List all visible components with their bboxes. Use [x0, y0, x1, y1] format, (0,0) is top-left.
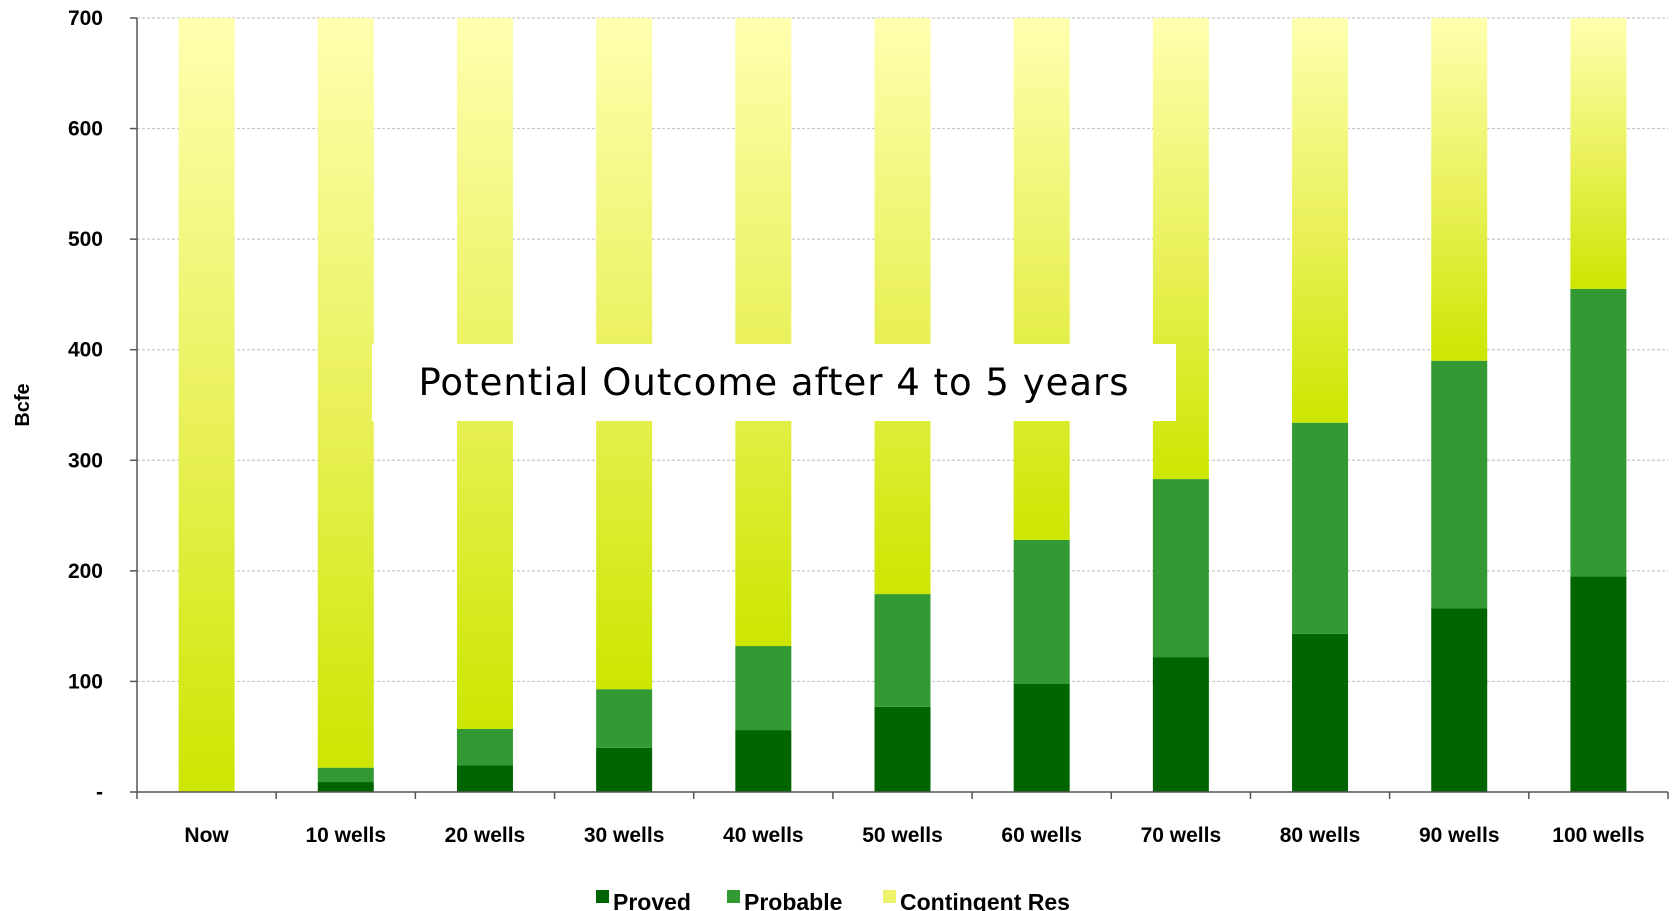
bar-segment-proved — [1292, 633, 1349, 792]
bar-segment-probable — [1431, 360, 1488, 609]
bar-segment-probable — [1152, 479, 1209, 658]
y-tick-label: 200 — [68, 560, 103, 583]
legend-item-probable: Probable — [727, 889, 842, 911]
bar-segment-contingent-res — [1013, 18, 1070, 540]
bar-segment-contingent-res — [1292, 18, 1349, 423]
y-tick-label: 700 — [68, 7, 103, 30]
bar-segment-contingent-res — [1570, 18, 1627, 289]
axes — [130, 17, 1669, 799]
y-tick-label: - — [96, 781, 103, 804]
x-tick-label: 20 wells — [445, 824, 526, 847]
x-tick-label: 70 wells — [1141, 824, 1222, 847]
legend-item-proved: Proved — [596, 889, 691, 911]
legend-swatch — [596, 890, 609, 903]
bar-segment-proved — [1431, 608, 1488, 792]
legend-label: Proved — [613, 889, 691, 911]
bar-segment-probable — [735, 646, 792, 731]
y-tick-label: 300 — [68, 449, 103, 472]
legend-swatch — [883, 890, 896, 903]
bar-segment-proved — [1013, 683, 1070, 792]
tick-labels: - 100 200 300 400 500 600 700 Now 10 wells 20 well… — [12, 7, 1645, 847]
bar-segment-proved — [456, 765, 513, 792]
y-tick-label: 600 — [68, 118, 103, 141]
bar-segment-contingent-res — [1431, 18, 1488, 361]
y-axis-title: Bcfe — [12, 383, 34, 426]
y-tick-label: 500 — [68, 228, 103, 251]
bar-segment-probable — [596, 689, 653, 748]
x-tick-label: 50 wells — [862, 824, 943, 847]
bar-segment-probable — [874, 594, 931, 707]
y-tick-label: 400 — [68, 339, 103, 362]
x-tick-label: 100 wells — [1552, 824, 1644, 847]
bar-segment-contingent-res — [735, 18, 792, 647]
x-tick-label: 10 wells — [305, 824, 386, 847]
x-tick-label: 90 wells — [1419, 824, 1500, 847]
bar-segment-probable — [456, 728, 513, 766]
bar-segment-proved — [874, 706, 931, 792]
bar-segment-contingent-res — [178, 18, 235, 792]
x-tick-label: 40 wells — [723, 824, 804, 847]
x-tick-label: 30 wells — [584, 824, 665, 847]
annotation-callout: Potential Outcome after 4 to 5 years — [372, 344, 1176, 421]
x-tick-label: 80 wells — [1280, 824, 1361, 847]
legend-item-contingent-res: Contingent Res — [883, 889, 1070, 911]
bar-segment-proved — [735, 730, 792, 792]
bar-segment-probable — [1292, 422, 1349, 634]
legend-label: Contingent Res — [900, 889, 1070, 911]
legend-swatch — [727, 890, 740, 903]
annotation-text: Potential Outcome after 4 to 5 years — [418, 361, 1130, 404]
bar-segment-contingent-res — [317, 18, 374, 768]
bar-segment-proved — [1152, 657, 1209, 792]
y-tick-label: 100 — [68, 670, 103, 693]
x-tick-label: 60 wells — [1001, 824, 1082, 847]
bar-segment-probable — [1570, 288, 1627, 577]
bar-segment-proved — [1570, 576, 1627, 792]
bar-segment-contingent-res — [874, 18, 931, 595]
bar-segment-probable — [317, 767, 374, 783]
x-tick-label: Now — [184, 824, 229, 847]
legend: Proved Probable Contingent Res — [596, 889, 1070, 911]
legend-label: Probable — [744, 889, 842, 911]
bar-segment-probable — [1013, 539, 1070, 684]
bar-segment-proved — [317, 782, 374, 792]
bar-segment-proved — [596, 747, 653, 792]
